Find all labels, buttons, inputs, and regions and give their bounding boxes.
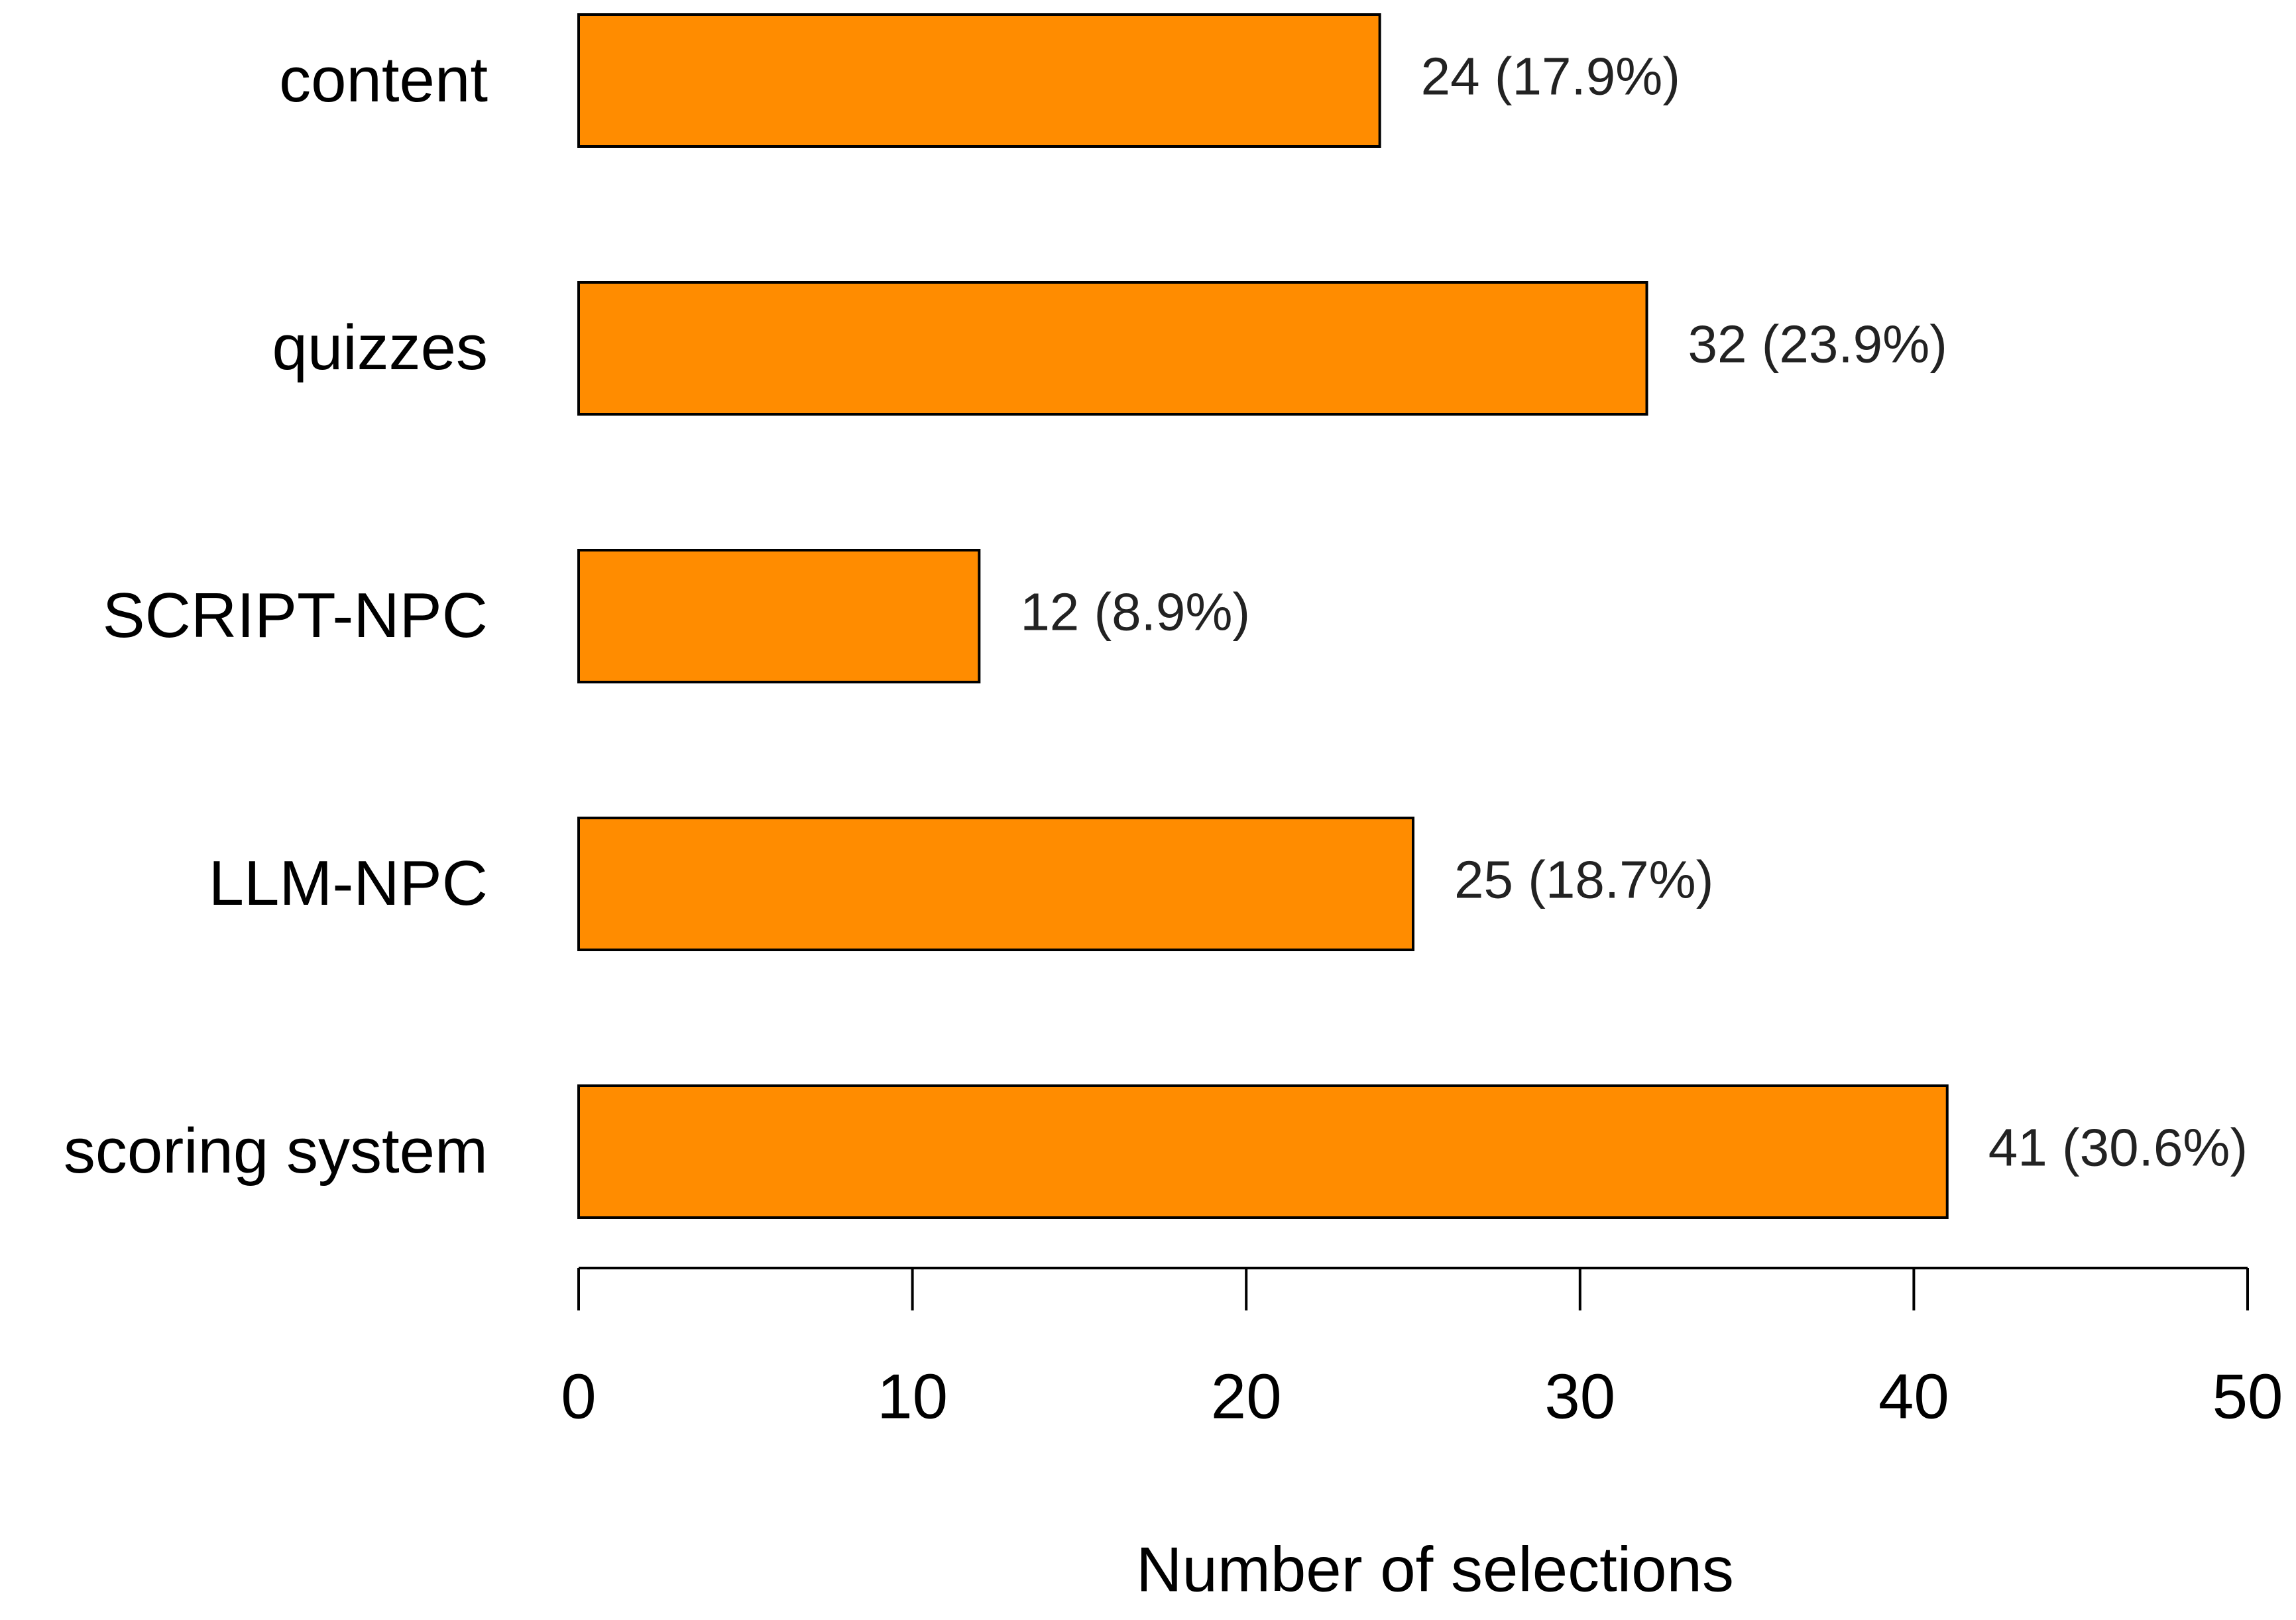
data-label: 41 (30.6%) xyxy=(1988,1118,2248,1177)
y-tick-label: content xyxy=(279,44,488,115)
bar xyxy=(577,1084,1949,1219)
bar xyxy=(577,549,981,683)
y-tick-label: LLM-NPC xyxy=(209,848,488,919)
x-tick-label: 40 xyxy=(1878,1361,1949,1432)
x-tick-label: 30 xyxy=(1544,1361,1615,1432)
y-tick-label: SCRIPT-NPC xyxy=(103,580,488,651)
x-tick-label: 10 xyxy=(877,1361,948,1432)
x-tick-label: 50 xyxy=(2212,1361,2283,1432)
data-label: 25 (18.7%) xyxy=(1454,850,1713,909)
bar xyxy=(577,13,1381,148)
bar xyxy=(577,281,1648,416)
data-label: 12 (8.9%) xyxy=(1020,583,1250,642)
y-tick-label: quizzes xyxy=(272,312,488,383)
x-tick-label: 0 xyxy=(561,1361,596,1432)
data-label: 32 (23.9%) xyxy=(1688,315,1947,374)
bar xyxy=(577,817,1414,951)
x-axis-label: Number of selections xyxy=(1136,1534,1734,1605)
x-tick-label: 20 xyxy=(1211,1361,1282,1432)
y-tick-label: scoring system xyxy=(64,1116,488,1186)
data-label: 24 (17.9%) xyxy=(1421,47,1680,106)
